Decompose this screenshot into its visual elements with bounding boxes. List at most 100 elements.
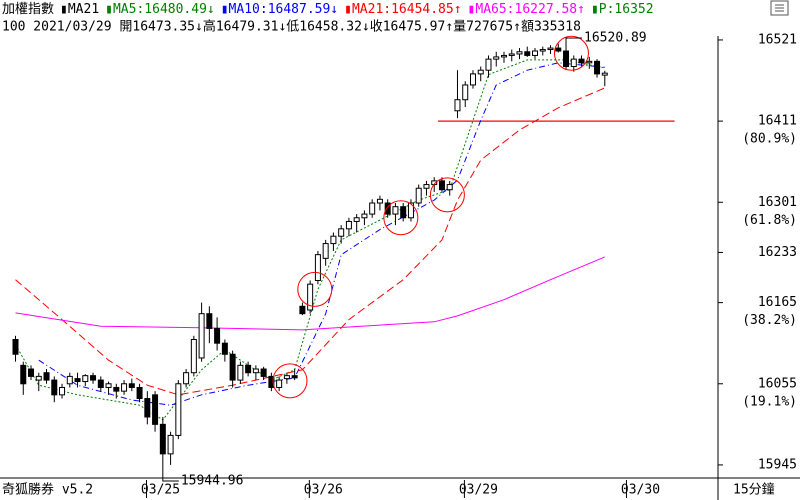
candle-body bbox=[446, 184, 453, 191]
candle-body bbox=[524, 51, 531, 56]
candle-body bbox=[183, 372, 190, 385]
candle-body bbox=[51, 379, 58, 396]
candle-body bbox=[345, 220, 352, 230]
candle-body bbox=[555, 47, 562, 52]
candle-body bbox=[508, 53, 515, 56]
y-tick-label: 16055 bbox=[758, 376, 797, 391]
ma-line bbox=[38, 62, 605, 406]
candle-body bbox=[338, 228, 345, 237]
candle-body bbox=[400, 206, 407, 219]
extreme-label: 15944.96 bbox=[181, 473, 244, 488]
candle-body bbox=[28, 368, 35, 377]
candle-body bbox=[594, 60, 601, 75]
candle-body bbox=[175, 383, 182, 436]
candle-body bbox=[438, 180, 445, 191]
fib-label: (80.9%) bbox=[742, 132, 797, 147]
candle-body bbox=[462, 84, 469, 101]
candle-body bbox=[260, 368, 267, 377]
candle-body bbox=[563, 50, 570, 68]
candle-body bbox=[314, 254, 321, 281]
fib-label: (38.2%) bbox=[742, 313, 797, 328]
candle-body bbox=[415, 187, 422, 204]
candle-body bbox=[43, 372, 50, 381]
x-tick-label: 03/30 bbox=[621, 483, 660, 498]
candle-body bbox=[136, 386, 143, 400]
highlight-circle bbox=[297, 271, 333, 307]
legend-line: 加權指數 ▮MA21 ▮MA5:16480.49↓ ▮MA10:16487.59↓ ▮M… bbox=[2, 2, 654, 17]
candle-body bbox=[35, 375, 42, 381]
candle-body bbox=[121, 383, 128, 392]
candle-body bbox=[113, 386, 120, 392]
candle-body bbox=[322, 243, 329, 259]
candle-body bbox=[268, 375, 275, 388]
candle-body bbox=[353, 217, 360, 222]
y-tick-label: 16233 bbox=[758, 245, 797, 260]
candle-body bbox=[206, 313, 213, 329]
candle-body bbox=[229, 353, 236, 381]
candle-body bbox=[539, 49, 546, 52]
candle-body bbox=[167, 434, 174, 455]
candle-body bbox=[330, 235, 337, 245]
candle-body bbox=[423, 184, 430, 189]
x-tick-label: 03/25 bbox=[141, 483, 180, 498]
candle-body bbox=[307, 283, 314, 311]
y-tick-label: 16165 bbox=[758, 295, 797, 310]
candle-body bbox=[570, 58, 577, 68]
fib-label: (61.8%) bbox=[742, 213, 797, 228]
candle-body bbox=[105, 383, 112, 388]
candle-body bbox=[74, 378, 81, 383]
candle-body bbox=[493, 56, 500, 60]
highlight-circle bbox=[272, 363, 308, 399]
candle-body bbox=[532, 50, 539, 56]
candle-body bbox=[283, 375, 290, 380]
candle-body bbox=[384, 202, 391, 215]
legend-item: ▮MA10:16487.59↓ bbox=[221, 2, 338, 17]
candle-body bbox=[128, 383, 135, 388]
candle-body bbox=[252, 368, 259, 374]
highlight-circle bbox=[429, 177, 465, 213]
candle-body bbox=[485, 58, 492, 71]
candle-body bbox=[66, 375, 73, 385]
candle-body bbox=[361, 213, 368, 219]
candle-body bbox=[152, 394, 159, 425]
candle-body bbox=[12, 339, 19, 355]
candle-body bbox=[90, 375, 97, 381]
plot: 16520.89 15944.96 bbox=[12, 31, 675, 488]
footer-right: 15分鐘 bbox=[733, 482, 775, 498]
legend-item: ▮MA5:16480.49↓ bbox=[105, 2, 215, 17]
y-tick-label: 15945 bbox=[758, 457, 797, 472]
candle-body bbox=[221, 342, 228, 355]
candle-body bbox=[276, 379, 283, 388]
candle-body bbox=[454, 99, 461, 112]
footer-left: 奇狐勝券 v5.2 bbox=[2, 482, 93, 498]
candle-body bbox=[469, 73, 476, 86]
candle-body bbox=[376, 198, 383, 204]
candle-body bbox=[407, 202, 414, 219]
candle-body bbox=[516, 51, 523, 55]
candle-body bbox=[20, 364, 27, 385]
legend-item: ▮MA21 bbox=[60, 2, 99, 17]
ma-line bbox=[15, 87, 605, 396]
extreme-label: 16520.89 bbox=[584, 31, 647, 46]
candle-body bbox=[97, 379, 104, 388]
candle-body bbox=[477, 69, 484, 75]
candle-body bbox=[245, 364, 252, 374]
legend-item: ▮MA21:16454.85↑ bbox=[344, 2, 461, 17]
candle-body bbox=[190, 339, 197, 374]
candle-body bbox=[59, 386, 66, 396]
candle-body bbox=[198, 313, 205, 359]
candle-body bbox=[392, 206, 399, 215]
leader-line bbox=[565, 37, 583, 41]
ma-line bbox=[15, 256, 605, 331]
leader-line bbox=[162, 464, 179, 482]
candle-body bbox=[578, 58, 585, 64]
y-tick-label: 16411 bbox=[758, 114, 797, 129]
y-tick-label: 16521 bbox=[758, 32, 797, 47]
candle-body bbox=[547, 47, 554, 51]
candle-body bbox=[601, 72, 608, 76]
candle-body bbox=[159, 423, 166, 455]
candle-body bbox=[144, 398, 151, 418]
x-tick-label: 03/26 bbox=[304, 483, 343, 498]
